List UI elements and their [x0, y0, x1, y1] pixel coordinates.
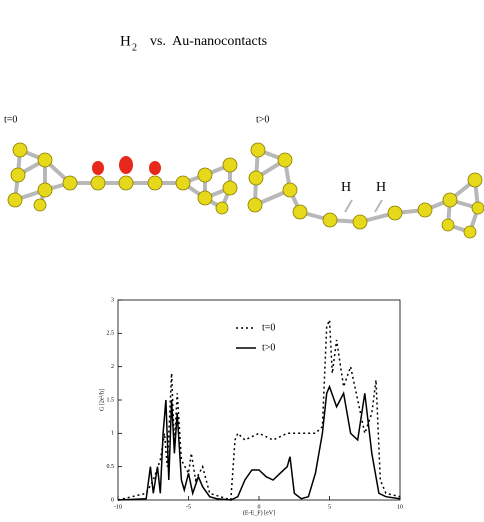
- y-tick-label: 2.5: [107, 331, 115, 337]
- legend-label: t=0: [262, 322, 275, 333]
- atom-label: H: [341, 180, 351, 195]
- structure-t0: [7, 142, 238, 215]
- y-tick-label: 0.5: [107, 464, 115, 470]
- panel-label: t=0: [4, 114, 17, 125]
- y-tick-label: 0: [111, 497, 114, 503]
- title-text: vs. Au-nanocontacts: [150, 34, 267, 49]
- x-tick-label: -10: [114, 504, 122, 510]
- x-axis-label: (E-E_F) [eV]: [243, 509, 275, 516]
- series-line: [117, 319, 401, 502]
- title-subscript: 2: [132, 42, 137, 53]
- panel-label: t>0: [256, 114, 269, 125]
- x-tick-label: -5: [186, 504, 191, 510]
- x-tick-label: 5: [328, 504, 331, 510]
- y-axis-label: G [2e²/h]: [99, 389, 105, 411]
- y-tick-label: 2: [111, 364, 114, 370]
- x-tick-label: 10: [397, 504, 403, 510]
- title-molecule: H: [120, 33, 131, 49]
- structure-t1: H H: [247, 142, 484, 239]
- x-tick-label: 0: [258, 504, 261, 510]
- y-tick-label: 3: [111, 297, 114, 303]
- y-tick-label: 1.5: [107, 397, 115, 403]
- series-line: [117, 384, 401, 501]
- atom-label: H: [376, 180, 386, 195]
- legend-label: t>0: [262, 342, 275, 353]
- y-tick-label: 1: [111, 431, 114, 437]
